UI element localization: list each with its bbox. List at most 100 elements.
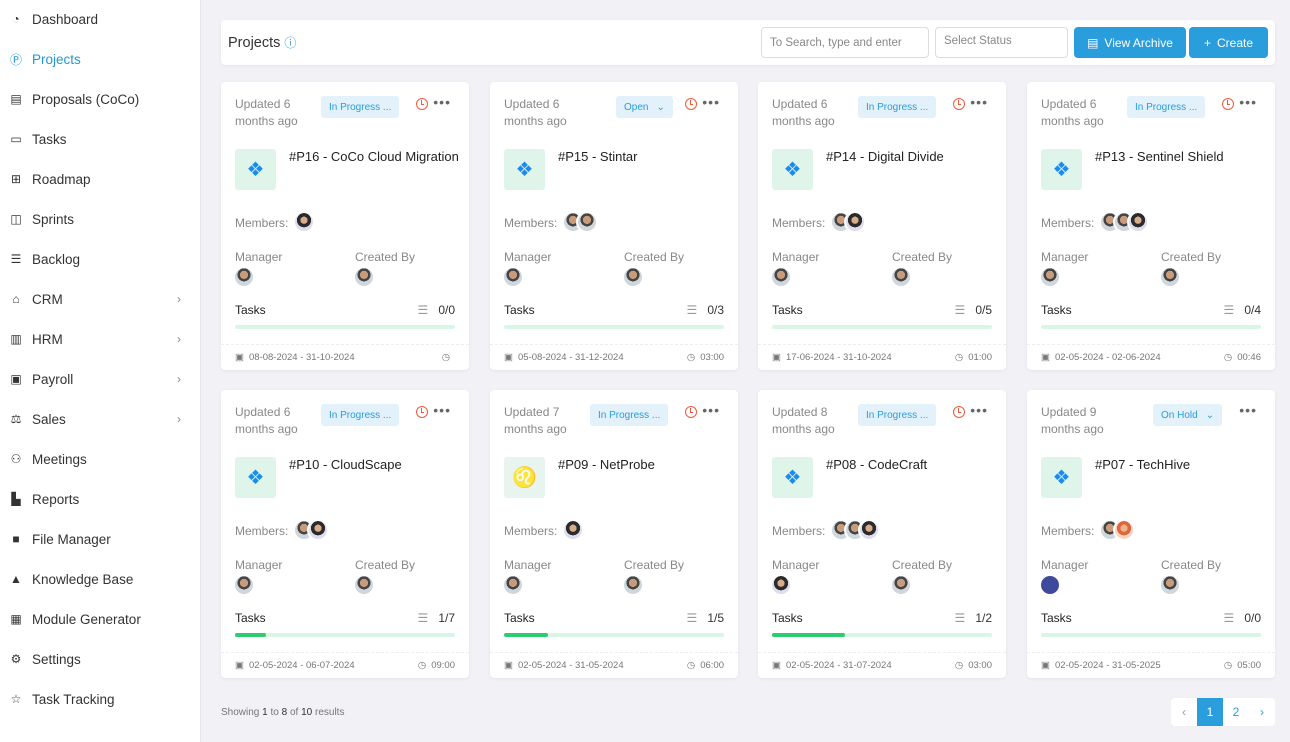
- more-options-icon[interactable]: •••: [1239, 94, 1257, 110]
- info-icon[interactable]: ⓘ: [284, 36, 297, 50]
- status-badge[interactable]: Open ⌄: [616, 96, 673, 118]
- project-card[interactable]: Updated 9 months ago On Hold ⌄ ••• ❖ #P07 - T…: [1027, 390, 1275, 678]
- project-card[interactable]: Updated 6 months ago In Progress ... ••• ❖ #…: [221, 390, 469, 678]
- member-avatar[interactable]: [562, 519, 584, 541]
- more-options-icon[interactable]: •••: [433, 94, 451, 110]
- members-label: Members:: [235, 216, 289, 230]
- member-avatar[interactable]: [1127, 211, 1149, 233]
- status-select[interactable]: Select Status: [935, 27, 1068, 58]
- project-card[interactable]: Updated 8 months ago In Progress ... ••• ❖ #…: [758, 390, 1006, 678]
- sidebar-item-module-generator[interactable]: ▦ Module Generator: [8, 605, 193, 633]
- project-card[interactable]: Updated 6 months ago In Progress ... ••• ❖ #…: [1027, 82, 1275, 370]
- created-by-label: Created By: [892, 558, 953, 572]
- project-name[interactable]: #P10 - CloudScape: [289, 457, 402, 472]
- sidebar-item-knowledge-base[interactable]: ▲ Knowledge Base: [8, 565, 193, 593]
- sidebar-item-dashboard[interactable]: ◔ Dashboard: [8, 5, 193, 33]
- list-icon: ☰: [954, 303, 966, 317]
- showing-text: Showing: [221, 707, 260, 718]
- creator-avatar[interactable]: [622, 574, 644, 596]
- project-card[interactable]: Updated 6 months ago In Progress ... ••• ❖ #…: [221, 82, 469, 370]
- task-count: ☰ 0/0: [1224, 611, 1261, 625]
- status-badge[interactable]: In Progress ...: [321, 404, 400, 426]
- next-page-button[interactable]: ›: [1260, 705, 1264, 719]
- sidebar-item-reports[interactable]: ▙ Reports: [8, 485, 193, 513]
- manager-avatar[interactable]: [233, 266, 255, 288]
- sidebar-item-tasks[interactable]: ▭ Tasks: [8, 125, 193, 153]
- manager-avatar[interactable]: [770, 574, 792, 596]
- duration-text: 05:00: [1237, 660, 1261, 671]
- more-options-icon[interactable]: •••: [1239, 402, 1257, 418]
- manager-avatar[interactable]: [1039, 574, 1061, 596]
- project-name[interactable]: #P15 - Stintar: [558, 149, 638, 164]
- member-avatar[interactable]: [844, 211, 866, 233]
- view-archive-button[interactable]: ▤ View Archive: [1074, 27, 1186, 58]
- task-count-value: 1/7: [438, 611, 455, 625]
- creator-avatar[interactable]: [890, 266, 912, 288]
- sidebar-item-settings[interactable]: ⚙ Settings: [8, 645, 193, 673]
- manager-avatar[interactable]: [770, 266, 792, 288]
- clock-icon: ◷: [441, 352, 450, 363]
- sidebar-item-file-manager[interactable]: ■ File Manager: [8, 525, 193, 553]
- search-input[interactable]: To Search, type and enter: [761, 27, 929, 58]
- sidebar-item-hrm[interactable]: ▥ HRM ›: [8, 325, 193, 353]
- manager-avatar[interactable]: [1039, 266, 1061, 288]
- status-badge[interactable]: On Hold ⌄: [1153, 404, 1223, 426]
- project-card[interactable]: Updated 7 months ago In Progress ... ••• ♌ #…: [490, 390, 738, 678]
- member-avatar[interactable]: [293, 211, 315, 233]
- more-options-icon[interactable]: •••: [433, 402, 451, 418]
- sitemap-icon: ⊞: [10, 172, 22, 186]
- project-name[interactable]: #P07 - TechHive: [1095, 457, 1191, 472]
- member-avatar[interactable]: [307, 519, 329, 541]
- creator-avatar-wrap: [353, 574, 375, 596]
- task-progress-bar: [504, 633, 724, 637]
- more-options-icon[interactable]: •••: [970, 94, 988, 110]
- project-name[interactable]: #P09 - NetProbe: [558, 457, 655, 472]
- card-footer: ▣ 17-06-2024 - 31-10-2024 ◷ 01:00: [758, 344, 1006, 370]
- sidebar-item-payroll[interactable]: ▣ Payroll ›: [8, 365, 193, 393]
- project-name[interactable]: #P14 - Digital Divide: [826, 149, 944, 164]
- creator-avatar[interactable]: [1159, 574, 1181, 596]
- sidebar-item-label: CRM: [32, 291, 63, 307]
- status-badge[interactable]: In Progress ...: [321, 96, 400, 118]
- sidebar-item-proposals-coco[interactable]: ▤ Proposals (CoCo): [8, 85, 193, 113]
- creator-avatar[interactable]: [353, 574, 375, 596]
- project-name[interactable]: #P16 - CoCo Cloud Migration: [289, 149, 459, 164]
- updated-time: Updated 6 months ago: [1041, 97, 1104, 128]
- manager-avatar[interactable]: [502, 574, 524, 596]
- page-1-button[interactable]: 1: [1197, 698, 1223, 726]
- creator-avatar[interactable]: [890, 574, 912, 596]
- create-button[interactable]: + Create: [1189, 27, 1268, 58]
- project-card[interactable]: Updated 6 months ago In Progress ... ••• ❖ #…: [758, 82, 1006, 370]
- sidebar-item-task-tracking[interactable]: ☆ Task Tracking: [8, 685, 193, 713]
- project-name[interactable]: #P13 - Sentinel Shield: [1095, 149, 1224, 164]
- page-2-button[interactable]: 2: [1232, 705, 1240, 719]
- more-options-icon[interactable]: •••: [702, 402, 720, 418]
- creator-avatar[interactable]: [622, 266, 644, 288]
- sidebar-item-sales[interactable]: ⚖ Sales ›: [8, 405, 193, 433]
- sidebar-item-sprints[interactable]: ◫ Sprints: [8, 205, 193, 233]
- creator-avatar[interactable]: [1159, 266, 1181, 288]
- status-badge[interactable]: In Progress ...: [1127, 96, 1206, 118]
- prev-page-button[interactable]: ‹: [1182, 705, 1186, 719]
- status-badge[interactable]: In Progress ...: [590, 404, 669, 426]
- manager-avatar[interactable]: [233, 574, 255, 596]
- sidebar-item-meetings[interactable]: ⚇ Meetings: [8, 445, 193, 473]
- status-badge[interactable]: In Progress ...: [858, 404, 937, 426]
- member-avatar[interactable]: [858, 519, 880, 541]
- manager-avatar[interactable]: [502, 266, 524, 288]
- member-avatar[interactable]: [1113, 519, 1135, 541]
- sidebar-item-backlog[interactable]: ☰ Backlog: [8, 245, 193, 273]
- more-options-icon[interactable]: •••: [970, 402, 988, 418]
- project-name[interactable]: #P08 - CodeCraft: [826, 457, 928, 472]
- created-by-label: Created By: [355, 250, 416, 264]
- more-options-icon[interactable]: •••: [702, 94, 720, 110]
- sidebar-item-roadmap[interactable]: ⊞ Roadmap: [8, 165, 193, 193]
- sidebar-item-label: Sales: [32, 411, 66, 427]
- sidebar-item-projects[interactable]: Ⓟ Projects: [8, 45, 193, 73]
- project-card[interactable]: Updated 6 months ago Open ⌄ ••• ❖ #P15 - Stin…: [490, 82, 738, 370]
- creator-avatar[interactable]: [353, 266, 375, 288]
- sidebar-item-crm[interactable]: ⌂ CRM ›: [8, 285, 193, 313]
- card-footer: ▣ 02-05-2024 - 31-05-2025 ◷ 05:00: [1027, 652, 1275, 678]
- member-avatar[interactable]: [576, 211, 598, 233]
- status-badge[interactable]: In Progress ...: [858, 96, 937, 118]
